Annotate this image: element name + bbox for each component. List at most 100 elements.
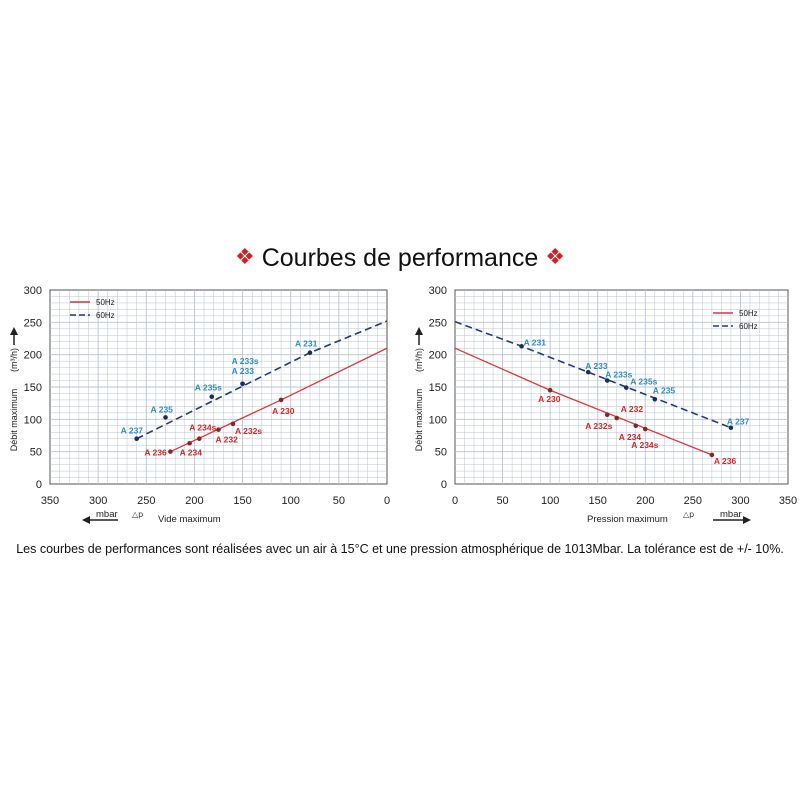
chart2-x-tick-label: 200 [636,495,654,507]
chart2-data-label: A 232s [585,421,612,431]
chart2-data-label: A 233s [605,370,632,380]
chart1-data-point [240,381,245,387]
chart2-legend-entry: 60Hz [739,322,758,331]
chart2-data-point [652,396,658,402]
chart2-data-label: A 235s [630,377,657,387]
chart1-x-unit-label: mbar [96,509,118,520]
chart2-data-label: A 231 [524,337,547,347]
chart2-data-label: A 236 [714,456,737,466]
chart1-y-tick-label: 200 [24,350,42,362]
chart2-y-tick-label: 50 [435,447,447,459]
chart1-data-point [209,394,215,400]
chart2-data-point [547,387,553,393]
chart1-y-tick-label: 250 [24,317,42,329]
chart2-data-label: A 235 [653,385,676,395]
chart1-data-label: A 235 [151,404,174,414]
chart2-data-point [709,452,715,458]
title-text: Courbes de performance [261,244,539,272]
chart1-x-unit-arrow-head [82,516,90,524]
chart2-y-tick-label: 300 [429,285,447,297]
chart2-data-point [604,412,610,418]
title-decoration-right-icon: ❖ [545,244,565,269]
chart1-data-point [230,421,236,427]
chart2-y-tick-label: 250 [429,317,447,329]
chart1-y-tick-label: 100 [24,414,42,426]
chart1-data-point [134,436,139,442]
chart1-data-label: A 232s [235,426,262,436]
chart2-data-point [623,385,629,390]
chart1-data-label: A 236 [144,448,167,458]
chart1-data-point [278,397,284,403]
footnote: Les courbes de performances sont réalisé… [16,542,784,556]
chart1-y-tick-label: 50 [30,447,42,459]
chart2-data-label: A 230 [538,394,561,404]
chart2-x-tick-label: 350 [779,495,797,507]
chart2-y-tick-label: 150 [429,382,447,394]
chart2-x-tick-label: 300 [731,495,749,507]
chart1-x-tick-label: 350 [41,495,59,507]
chart1-data-point [307,350,313,356]
chart2-y-axis-arrow-head [415,327,423,335]
chart1-data-label: A 235s [195,383,222,393]
chart1-y-axis-unit: (m³/h) [9,348,19,372]
chart1-delta-p-symbol: △p [132,510,143,519]
chart2-data-label: A 233 [585,361,608,371]
chart2-data-point [519,343,524,349]
chart1-data-label: A 234 [180,447,203,457]
chart2-data-label: A 234s [631,440,658,450]
chart1-x-tick-label: 50 [333,495,345,507]
chart2-x-unit-arrow-head [743,516,751,524]
chart2-x-tick-label: 250 [684,495,702,507]
chart2-y-axis-label: Débit maximum [414,389,424,452]
chart1-x-axis-label: Vide maximum [158,514,221,525]
chart2-data-point [614,415,620,421]
chart2-data-point [728,425,734,431]
chart2-data-point [633,423,639,429]
chart1-x-tick-label: 100 [282,495,300,507]
chart1-data-point [216,427,221,432]
chart1-x-tick-label: 300 [89,495,107,507]
chart2-x-tick-label: 50 [496,495,508,507]
chart2-y-tick-label: 0 [441,479,447,491]
chart1-data-point [187,440,192,446]
chart2-x-tick-label: 0 [452,495,458,507]
chart2-data-point [642,426,648,432]
chart2-x-unit-label: mbar [720,509,742,520]
chart2-data-point [604,378,610,383]
chart2-y-tick-label: 200 [429,350,447,362]
chart1-data-label: A 230 [272,406,295,416]
chart2-x-tick-label: 100 [541,495,559,507]
chart2-x-tick-label: 150 [589,495,607,507]
title-decoration-left-icon: ❖ [235,244,255,269]
chart1-y-axis-arrow-head [10,327,18,335]
chart1-data-label: A 233 [232,366,255,376]
chart2-data-label: A 237 [727,417,750,427]
chart1-y-tick-label: 300 [24,285,42,297]
chart1-data-point [163,415,168,420]
chart1-x-tick-label: 250 [137,495,155,507]
page-title: ❖ Courbes de performance ❖ [0,244,800,273]
chart1-data-label: A 233s [232,356,259,366]
chart1-x-tick-label: 200 [185,495,203,507]
chart1-data-label: A 237 [121,426,144,436]
chart1-x-tick-label: 0 [384,495,390,507]
chart2-legend-entry: 50Hz [739,309,758,318]
chart1-data-label: A 231 [295,339,318,349]
chart1-data-label: A 234s [189,423,216,433]
chart2-y-axis-unit: (m³/h) [414,348,424,372]
chart1-x-tick-label: 150 [233,495,251,507]
chart2-delta-p-symbol: △p [683,510,694,519]
chart2-data-point [585,369,591,375]
chart1-data-point [168,449,173,454]
chart2-x-axis-label: Pression maximum [587,514,668,525]
chart1-legend-entry: 50Hz [96,298,115,307]
chart1-data-point [196,436,202,442]
chart1-y-axis-label: Débit maximum [9,389,19,452]
chart1-legend-entry: 60Hz [96,311,115,320]
chart1-y-tick-label: 0 [36,479,42,491]
chart2-data-label: A 234 [619,432,642,442]
chart1-y-tick-label: 150 [24,382,42,394]
chart2-data-label: A 232 [621,404,644,414]
chart1-data-label: A 232 [216,435,239,445]
